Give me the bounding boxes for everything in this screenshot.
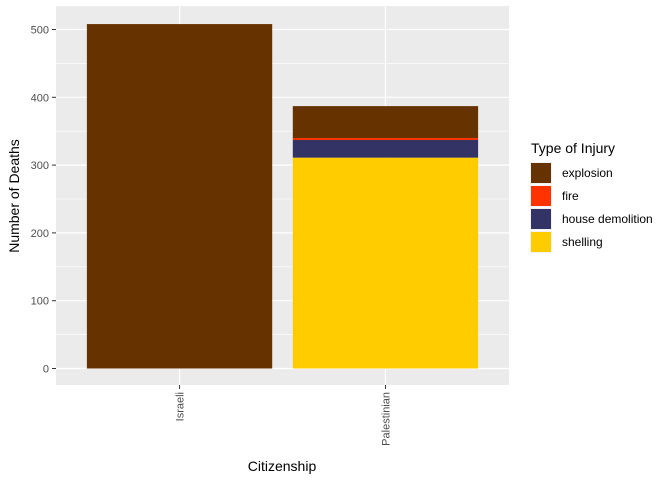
y-tick-label: 0 — [43, 364, 49, 376]
y-tick-label: 100 — [31, 296, 49, 308]
y-tick-label: 500 — [31, 25, 49, 37]
x-axis-title: Citizenship — [248, 458, 317, 474]
legend-label-fire: fire — [562, 189, 579, 203]
x-axis: Israeli Palestinian — [175, 385, 392, 446]
y-tick-label: 300 — [31, 160, 49, 172]
x-tick-label: Palestinian — [380, 392, 392, 446]
legend-label-house-demolition: house demolition — [562, 212, 653, 226]
legend-label-explosion: explosion — [562, 166, 613, 180]
y-tick-label: 200 — [31, 228, 49, 240]
bar-israeli-explosion — [86, 24, 273, 369]
legend-swatch-fire — [531, 186, 551, 206]
y-axis-title: Number of Deaths — [6, 139, 22, 253]
legend-swatch-explosion — [531, 163, 551, 183]
bar-palestinian-house-demolition — [292, 140, 479, 158]
y-tick-label: 400 — [31, 92, 49, 104]
legend-label-shelling: shelling — [562, 235, 603, 249]
legend-title: Type of Injury — [531, 140, 615, 156]
legend: Type of Injury explosion fire house demoli… — [530, 140, 653, 253]
bars — [86, 24, 479, 369]
legend-swatch-house-demolition — [531, 209, 551, 229]
y-axis: 0 100 200 300 400 500 — [31, 25, 56, 376]
legend-swatch-shelling — [531, 232, 551, 252]
bar-palestinian-fire — [292, 137, 479, 141]
bar-palestinian-explosion — [292, 106, 479, 138]
x-tick-label: Israeli — [175, 392, 187, 421]
bar-palestinian-shelling — [292, 157, 479, 369]
